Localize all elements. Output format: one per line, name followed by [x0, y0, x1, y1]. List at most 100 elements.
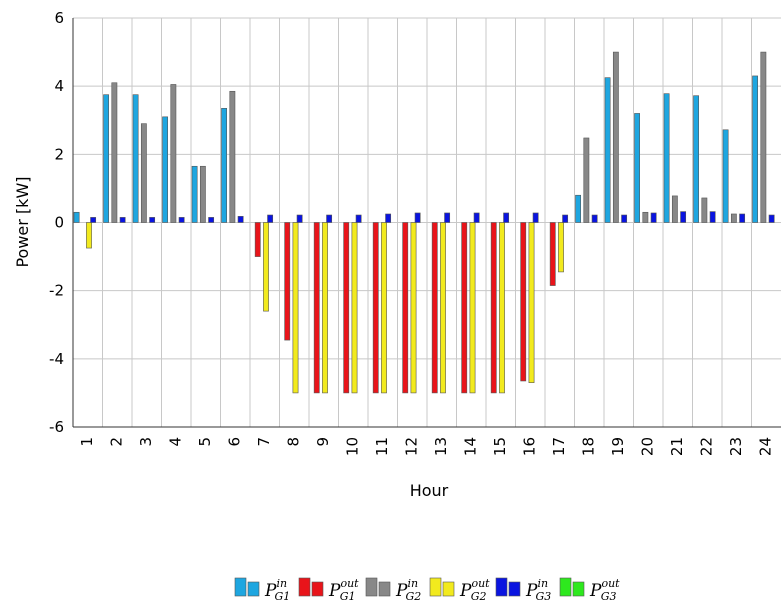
- bar-out-g1-hour-14: [461, 222, 468, 394]
- legend-item: Pout G1: [298, 577, 359, 603]
- bar-in-g3-hour-7: [267, 214, 274, 223]
- x-tick-label: 23: [727, 437, 745, 456]
- x-tick-label: 15: [491, 437, 509, 456]
- bar-in-g3-hour-4: [178, 217, 185, 223]
- bar-in-g2-hour-3: [140, 123, 147, 223]
- bar-in-g2-hour-4: [170, 84, 177, 223]
- legend-swatch: [495, 577, 508, 597]
- y-axis-label: Power [kW]: [13, 176, 32, 267]
- legend-swatch: [429, 577, 442, 597]
- bar-in-g3-hour-20: [650, 212, 657, 223]
- bar-out-g1-hour-17: [549, 222, 556, 286]
- legend-item: Pout G3: [559, 577, 620, 603]
- bar-in-g3-hour-22: [709, 211, 716, 223]
- legend-item: Pin G3: [495, 577, 551, 603]
- x-tick-label: 5: [196, 437, 214, 447]
- x-tick-label: 9: [314, 437, 332, 447]
- bar-in-g3-hour-23: [739, 213, 746, 223]
- bar-out-g2-hour-15: [499, 222, 505, 394]
- bar-in-g3-hour-3: [149, 217, 156, 223]
- y-tick-label: -4: [49, 350, 64, 368]
- legend-label: Pin G1: [264, 577, 290, 603]
- bar-in-g1-hour-2: [103, 94, 109, 223]
- x-tick-label: 2: [107, 437, 125, 447]
- x-tick-label: 19: [609, 437, 627, 456]
- x-tick-label: 17: [550, 437, 568, 456]
- bar-out-g1-hour-9: [313, 222, 320, 394]
- legend-label: Pout G2: [459, 577, 490, 603]
- y-tick-labels: -6 -4 -2 0 2 4 6: [49, 9, 64, 436]
- bar-in-g2-hour-21: [671, 195, 678, 223]
- bar-out-g2-hour-16: [528, 222, 535, 383]
- bar-in-g1-hour-18: [575, 194, 581, 223]
- bar-out-g2-hour-11: [381, 222, 387, 394]
- bar-out-g2-hour-12: [410, 222, 417, 394]
- bar-out-g1-hour-11: [372, 222, 379, 394]
- legend-item: Pin G1: [234, 577, 290, 603]
- bar-in-g3-hour-5: [208, 217, 215, 223]
- bar-in-g2-hour-18: [583, 137, 590, 223]
- x-tick-label: 21: [668, 437, 686, 456]
- bar-in-g3-hour-15: [503, 212, 510, 223]
- bar-in-g3-hour-8: [296, 214, 303, 223]
- bar-in-g3-hour-12: [414, 212, 421, 223]
- bar-in-g3-hour-6: [237, 216, 244, 223]
- bar-in-g3-hour-1: [90, 217, 97, 223]
- legend: Pin G1 Pout G1 Pin G2 Pout G2 Pin G3 Pout G3: [234, 577, 620, 603]
- bars: [73, 51, 775, 394]
- bar-out-g1-hour-8: [284, 222, 291, 341]
- legend-swatch: [311, 581, 324, 597]
- bar-in-g1-hour-3: [132, 94, 139, 223]
- bar-in-g3-hour-10: [355, 214, 362, 223]
- y-tick-label: 6: [54, 9, 64, 27]
- grid: [73, 17, 781, 428]
- bar-in-g1-hour-22: [693, 95, 699, 223]
- bar-in-g3-hour-19: [621, 214, 628, 223]
- legend-swatch: [247, 581, 260, 597]
- x-tick-label: 12: [402, 437, 420, 456]
- bar-out-g2-hour-7: [263, 222, 269, 312]
- bar-in-g2-hour-2: [111, 82, 118, 223]
- bar-in-g3-hour-16: [532, 212, 539, 223]
- bar-out-g1-hour-13: [431, 222, 438, 394]
- bar-out-g2-hour-1: [86, 222, 92, 249]
- bar-in-g1-hour-6: [221, 108, 227, 223]
- legend-swatch: [442, 581, 455, 597]
- y-tick-label: 0: [54, 214, 64, 232]
- x-tick-label: 6: [225, 437, 243, 447]
- bar-in-g2-hour-23: [730, 213, 737, 223]
- x-tick-label: 11: [373, 437, 391, 456]
- bar-out-g1-hour-7: [254, 222, 261, 257]
- bar-out-g2-hour-14: [469, 222, 476, 394]
- bar-in-g3-hour-18: [591, 214, 598, 223]
- y-tick-label: -2: [49, 282, 64, 300]
- bar-out-g2-hour-10: [351, 222, 358, 394]
- bar-out-g1-hour-10: [343, 222, 350, 394]
- y-tick-label: 2: [54, 145, 64, 163]
- bar-in-g2-hour-24: [760, 51, 767, 223]
- bar-in-g3-hour-24: [768, 214, 775, 223]
- legend-item: Pout G2: [429, 577, 490, 603]
- bar-in-g3-hour-9: [326, 214, 333, 223]
- x-tick-label: 20: [638, 437, 656, 456]
- x-tick-label: 14: [461, 437, 479, 456]
- x-tick-label: 8: [284, 437, 302, 447]
- bar-in-g3-hour-2: [119, 217, 126, 223]
- bar-out-g1-hour-12: [402, 222, 409, 394]
- bar-in-g2-hour-6: [229, 90, 236, 223]
- bar-in-g2-hour-19: [612, 51, 619, 223]
- bar-in-g1-hour-23: [722, 129, 729, 223]
- bar-in-g3-hour-17: [562, 214, 569, 223]
- legend-label: Pin G2: [395, 577, 421, 603]
- legend-label: Pout G1: [328, 577, 359, 603]
- bar-in-g2-hour-20: [642, 211, 649, 223]
- x-tick-label: 7: [255, 437, 273, 447]
- bar-in-g3-hour-13: [444, 212, 451, 223]
- x-tick-label: 4: [166, 437, 184, 447]
- bar-in-g1-hour-19: [604, 77, 611, 223]
- bar-in-g2-hour-5: [199, 165, 206, 223]
- x-tick-label: 10: [343, 437, 361, 456]
- x-axis-label: Hour: [410, 481, 449, 500]
- bar-in-g3-hour-21: [680, 211, 687, 223]
